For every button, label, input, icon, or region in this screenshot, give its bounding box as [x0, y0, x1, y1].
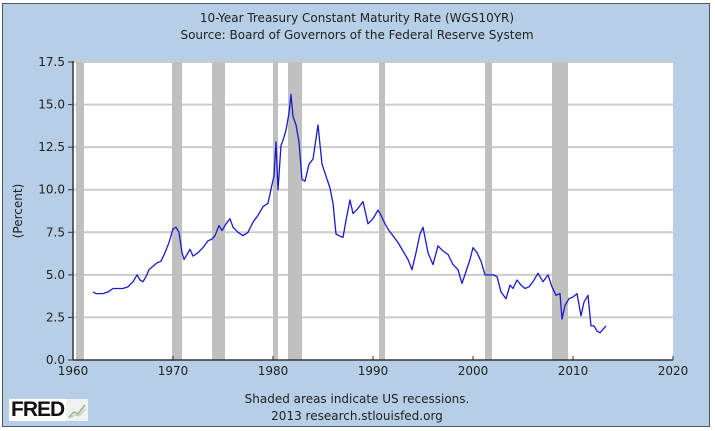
recession-band — [552, 62, 568, 360]
y-tick-label: 7.5 — [46, 225, 65, 239]
x-tick-label: 1990 — [358, 364, 389, 378]
y-tick-label: 5.0 — [46, 268, 65, 282]
x-tick-label: 1960 — [58, 364, 89, 378]
y-tick-label: 12.5 — [38, 140, 65, 154]
x-tick-label: 1970 — [158, 364, 189, 378]
fred-logo: FRED — [9, 398, 89, 421]
recession-note: Shaded areas indicate US recessions. — [244, 392, 470, 406]
y-tick-label: 17.5 — [38, 55, 65, 69]
recession-band — [172, 62, 182, 360]
credit-text: 2013 research.stlouisfed.org — [271, 409, 443, 423]
recession-band — [76, 62, 84, 360]
chart-logo-icon — [66, 399, 89, 421]
x-tick-label: 1980 — [258, 364, 289, 378]
y-tick-label: 2.5 — [46, 310, 65, 324]
chart-subtitle: Source: Board of Governors of the Federa… — [180, 28, 534, 42]
chart-title: 10-Year Treasury Constant Maturity Rate … — [199, 11, 515, 25]
x-tick-label: 2000 — [458, 364, 489, 378]
x-tick-label: 2010 — [558, 364, 589, 378]
recession-band — [273, 62, 278, 360]
y-tick-label: 10.0 — [38, 183, 65, 197]
series-line — [92, 93, 607, 334]
plot-background — [73, 62, 673, 360]
y-axis-label: (Percent) — [11, 184, 25, 239]
recession-band — [379, 62, 385, 360]
x-tick-label: 2020 — [658, 364, 689, 378]
y-tick-label: 0.0 — [46, 353, 65, 367]
recession-band — [212, 62, 225, 360]
recession-band — [485, 62, 492, 360]
fred-logo-text: FRED — [9, 398, 67, 421]
y-tick-label: 15.0 — [38, 98, 65, 112]
